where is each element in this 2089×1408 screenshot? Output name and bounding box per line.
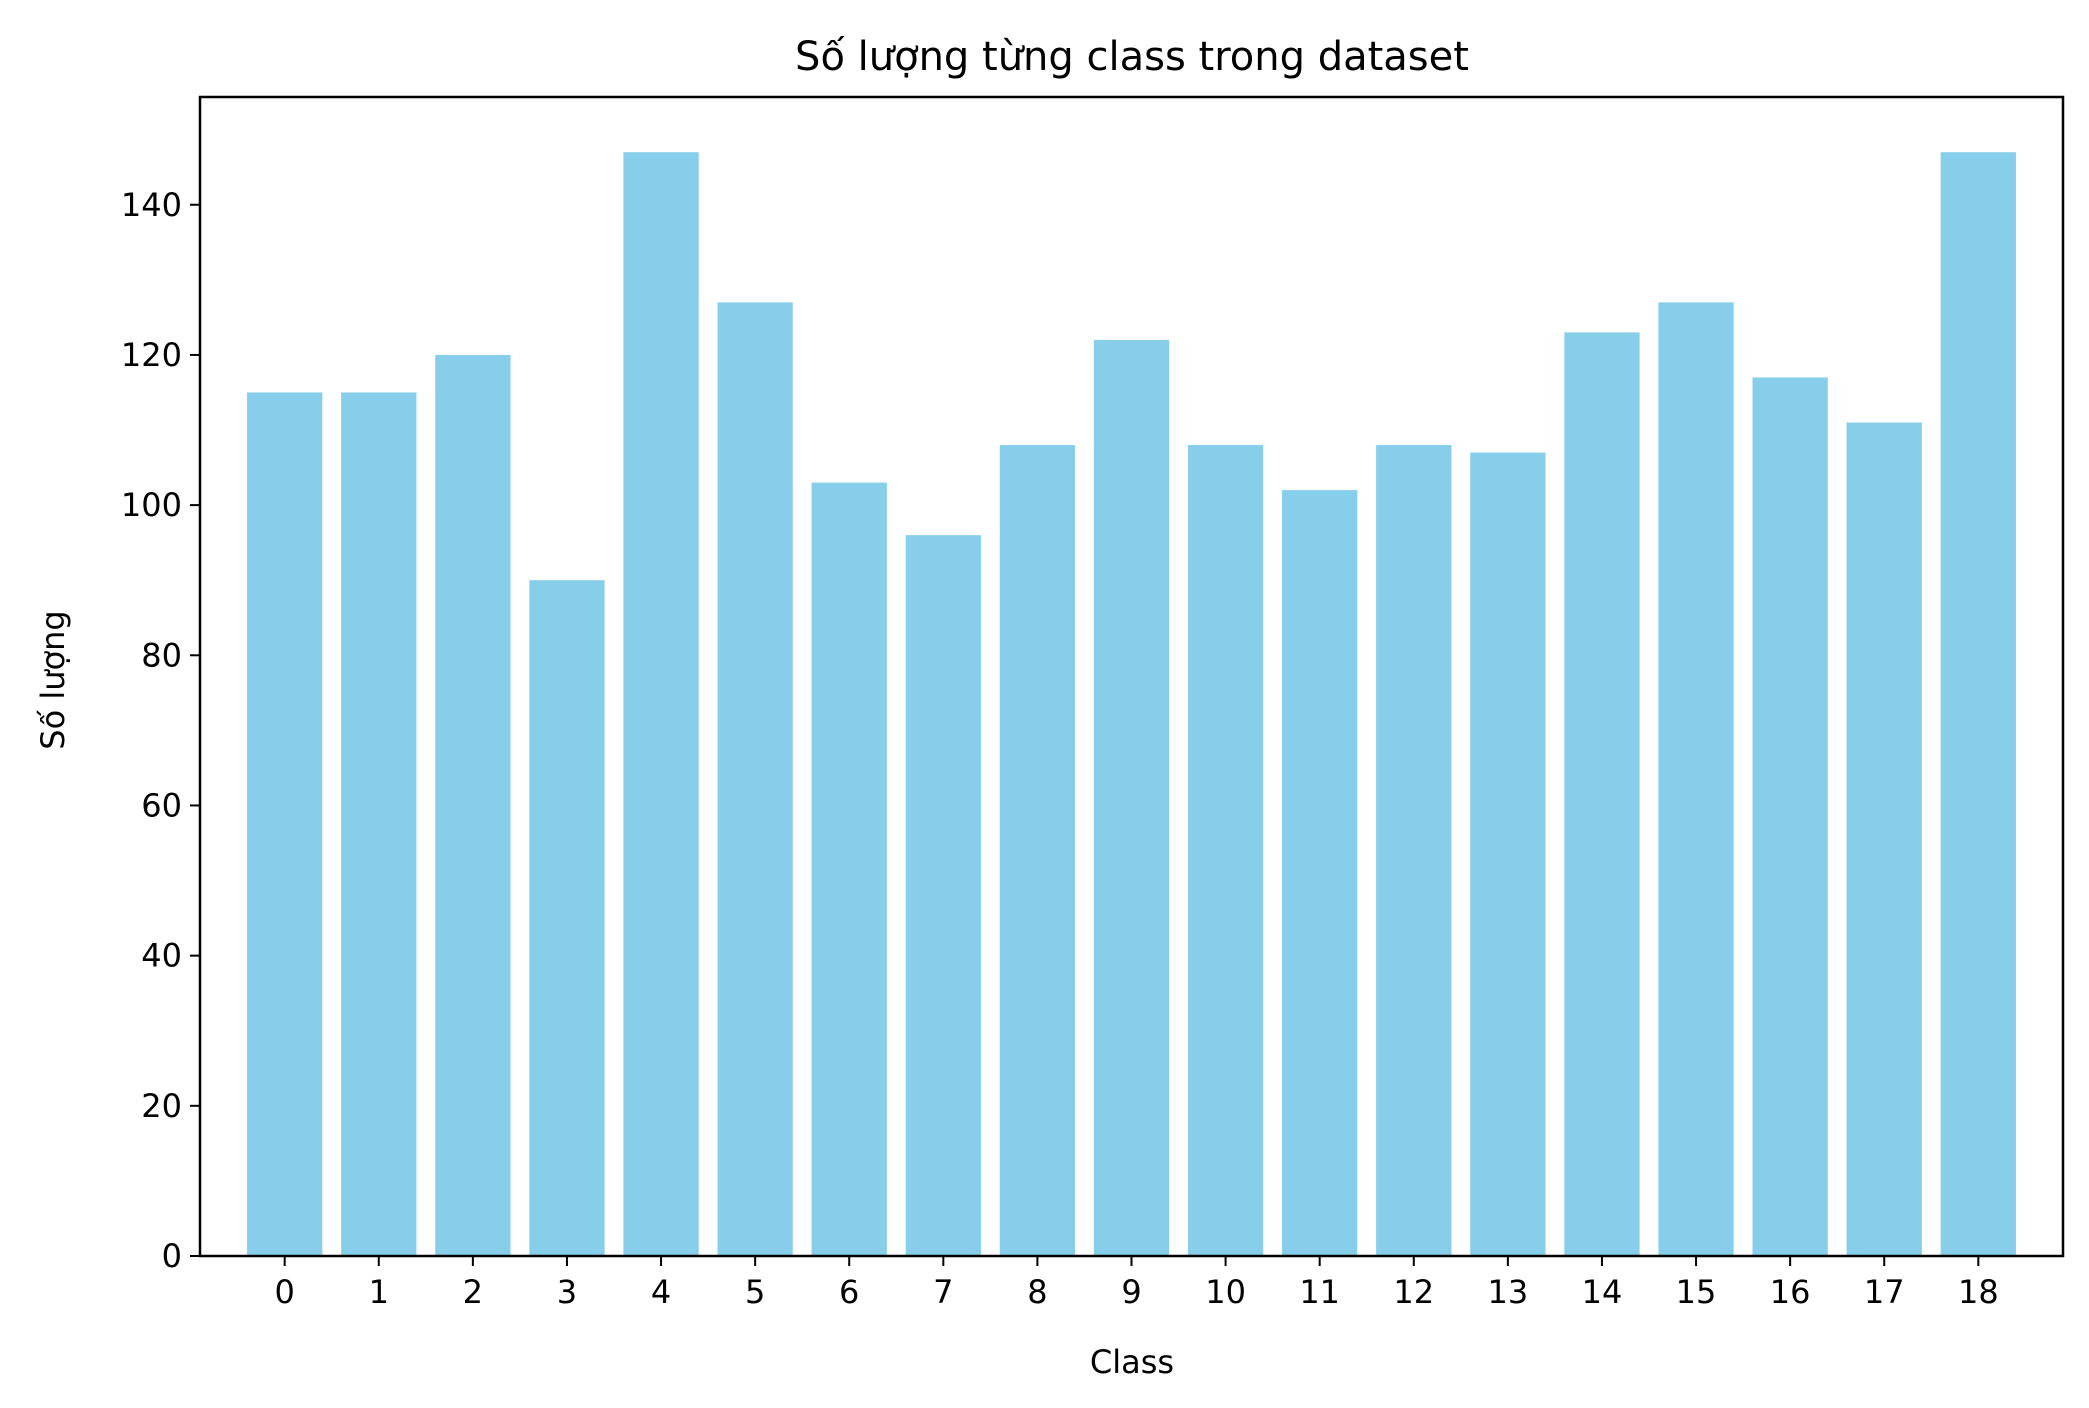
- bar-class-8: [999, 445, 1076, 1256]
- x-tick-label: 8: [1027, 1273, 1047, 1311]
- x-tick-label: 12: [1393, 1273, 1434, 1311]
- bar-class-17: [1846, 422, 1922, 1256]
- bar-class-4: [623, 152, 699, 1257]
- x-tick-label: 6: [839, 1273, 859, 1311]
- bar-class-12: [1376, 445, 1452, 1256]
- x-tick-label: 5: [745, 1273, 765, 1311]
- x-tick-label: 10: [1205, 1273, 1246, 1311]
- x-tick-label: 3: [557, 1273, 577, 1311]
- y-tick-label: 100: [121, 486, 182, 524]
- bar-class-6: [811, 482, 887, 1257]
- x-tick-label: 7: [933, 1273, 953, 1311]
- bars-group: [247, 152, 2016, 1257]
- x-tick-label: 17: [1864, 1273, 1905, 1311]
- bar-class-2: [435, 354, 511, 1256]
- bar-class-15: [1658, 302, 1734, 1256]
- x-tick-label: 2: [463, 1273, 483, 1311]
- y-tick-label: 120: [121, 336, 182, 374]
- x-tick-label: 0: [275, 1273, 295, 1311]
- bar-class-9: [1093, 339, 1170, 1256]
- y-tick-label: 80: [141, 636, 182, 674]
- bar-class-16: [1752, 377, 1828, 1256]
- x-tick-label: 16: [1770, 1273, 1811, 1311]
- bar-class-0: [247, 392, 323, 1256]
- y-tick-label: 40: [141, 937, 182, 975]
- bar-class-5: [717, 302, 793, 1256]
- bar-class-11: [1282, 490, 1358, 1257]
- bar-class-14: [1564, 332, 1640, 1256]
- bar-class-1: [341, 392, 417, 1256]
- chart-title: Số lượng từng class trong dataset: [795, 34, 1469, 80]
- y-axis-ticks: 0 20 40 60 80 100 120 140: [121, 186, 200, 1275]
- x-tick-label: 15: [1676, 1273, 1717, 1311]
- y-tick-label: 140: [121, 186, 182, 224]
- x-tick-label: 14: [1582, 1273, 1623, 1311]
- plot-frame: [198, 95, 2065, 1258]
- bar-class-10: [1187, 445, 1264, 1256]
- x-axis-title: Class: [1090, 1343, 1174, 1381]
- y-axis-title: Số lượng: [34, 610, 72, 749]
- y-tick-label: 20: [141, 1087, 182, 1125]
- y-tick-label: 60: [141, 786, 182, 824]
- x-tick-label: 1: [369, 1273, 389, 1311]
- x-tick-label: 18: [1958, 1273, 1999, 1311]
- bar-class-13: [1470, 452, 1546, 1256]
- x-tick-label: 9: [1121, 1273, 1141, 1311]
- bar-class-7: [905, 535, 981, 1256]
- x-tick-label: 4: [651, 1273, 671, 1311]
- x-tick-label: 11: [1299, 1273, 1340, 1311]
- bar-class-18: [1940, 152, 2016, 1257]
- bar-class-3: [529, 580, 605, 1256]
- y-tick-label: 0: [162, 1237, 182, 1275]
- x-axis-ticks: 0 1 2 3 4 5 6 7 8 9 10 11 12 13 14 15 16 17 18: [275, 1256, 1999, 1311]
- x-tick-label: 13: [1488, 1273, 1529, 1311]
